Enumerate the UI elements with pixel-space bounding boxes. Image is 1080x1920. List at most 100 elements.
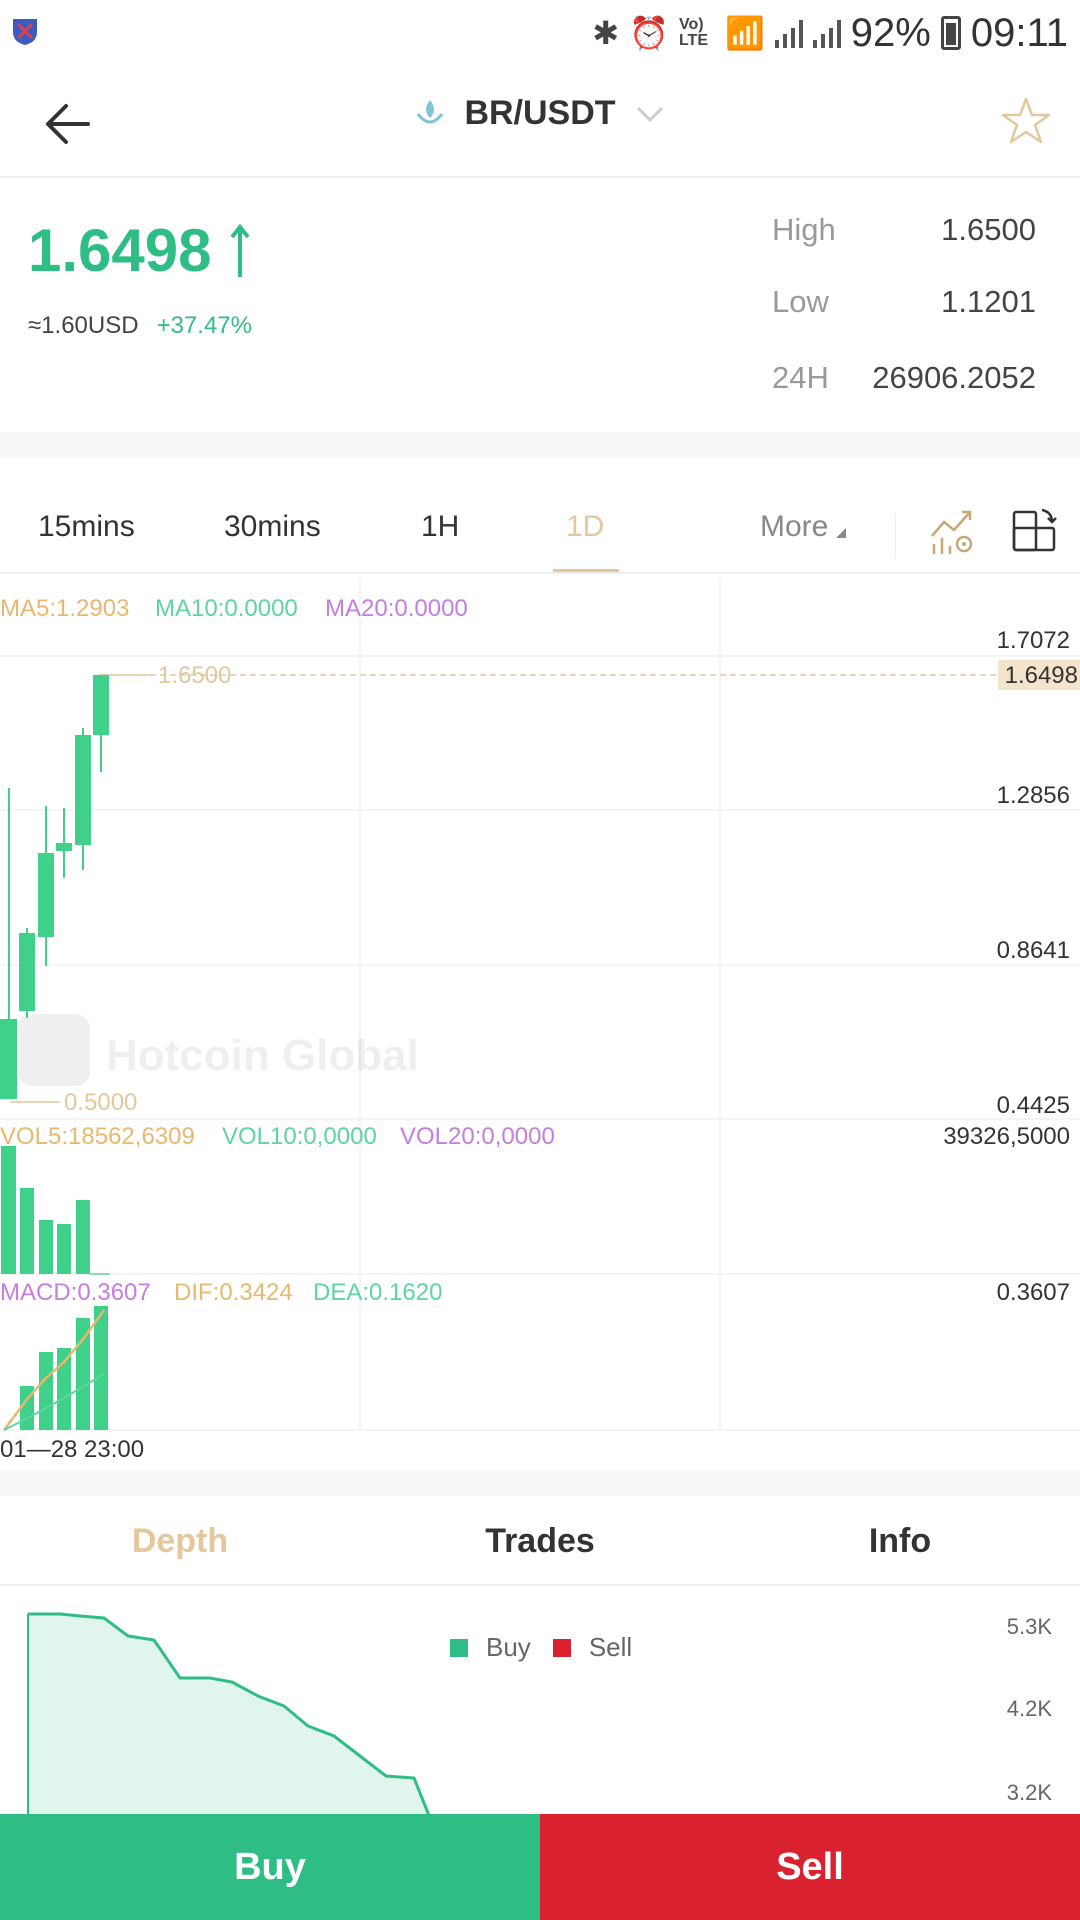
vol-bar	[57, 1224, 71, 1274]
stat-value: 1.1201	[941, 284, 1036, 319]
bluetooth-icon: ✱	[592, 15, 620, 51]
current-price-tag: 1.6498	[1005, 662, 1078, 689]
ma10-label: MA10:0.0000	[155, 595, 298, 622]
top-app-bar: BR/USDT	[0, 64, 1080, 178]
candles	[0, 675, 109, 1099]
wifi-icon: 📶	[724, 15, 765, 51]
price-sub: ≈1.60USD +37.47%	[28, 312, 252, 340]
last-price-value: 1.6498	[28, 217, 212, 284]
battery-icon	[940, 16, 961, 50]
vol-bar	[1, 1146, 16, 1274]
current-price-tag-bg	[998, 660, 1080, 690]
tab-separator	[895, 514, 896, 558]
macd-axis-label: 0.3607	[997, 1279, 1070, 1306]
sell-button[interactable]: Sell	[540, 1814, 1080, 1920]
legend-buy: Buy	[450, 1632, 531, 1663]
ma20-label: MA20:0.0000	[325, 595, 468, 622]
stat-value: 26906.2052	[872, 360, 1036, 395]
battery-percent: 92%	[850, 10, 931, 55]
section-divider	[0, 432, 1080, 458]
depth-chart: 5.3K 4.2K 3.2K Buy Sell	[0, 1588, 1080, 1818]
kline-svg: Hotcoin Global MA5:1.2903 MA10:0.0000 MA…	[0, 578, 1080, 1463]
volume-bars	[1, 1146, 90, 1274]
tab-trades[interactable]: Trades	[485, 1522, 595, 1560]
legend-sell-label: Sell	[588, 1632, 633, 1662]
dropdown-triangle-icon	[836, 528, 847, 538]
dif-label: DIF:0.3424	[174, 1279, 293, 1306]
depth-y-label: 4.2K	[1007, 1696, 1053, 1721]
usd-equivalent: ≈1.60USD	[28, 312, 139, 339]
detail-tabs: Depth Trades Info	[0, 1496, 1080, 1586]
status-icons: ✱ ⏰ Vo) LTE 📶 92% 09:11	[592, 8, 1068, 58]
watermark: Hotcoin Global	[18, 1014, 419, 1086]
pair-name: BR/USDT	[464, 94, 616, 132]
macd-bar	[57, 1348, 71, 1430]
tab-more[interactable]: More	[760, 510, 847, 544]
active-tab-indicator	[553, 569, 619, 572]
dea-label: DEA:0.1620	[313, 1279, 442, 1306]
tab-15mins[interactable]: 15mins	[38, 510, 135, 543]
legend-buy-swatch	[450, 1638, 468, 1657]
low-marker: 0.5000	[64, 1089, 137, 1116]
vol5-label: VOL5:18562,6309	[0, 1123, 195, 1150]
arrow-up-icon	[229, 223, 250, 277]
candle	[56, 843, 72, 851]
signal-icon	[774, 18, 803, 48]
tab-more-label: More	[760, 510, 829, 543]
pair-selector[interactable]: BR/USDT	[0, 94, 1080, 133]
ma5-label: MA5:1.2903	[0, 595, 129, 622]
price-axis-label: 1.7072	[997, 627, 1070, 654]
arrow-left-icon[interactable]	[40, 94, 100, 154]
tab-1h[interactable]: 1H	[421, 510, 460, 543]
last-price: 1.6498	[28, 216, 252, 285]
candle	[0, 1019, 17, 1099]
tab-30mins[interactable]: 30mins	[224, 510, 321, 543]
macd-bar	[76, 1318, 90, 1430]
clock: 09:11	[970, 10, 1068, 55]
depth-svg: 5.3K 4.2K 3.2K	[27, 1612, 1053, 1818]
macd-bar	[94, 1306, 108, 1430]
candle	[19, 933, 35, 1011]
macd-bar	[39, 1352, 53, 1430]
legend-sell-swatch	[552, 1638, 571, 1657]
price-summary: 1.6498 ≈1.60USD +37.47% High 1.6500 Low …	[0, 180, 1080, 432]
price-axis-label: 0.4425	[997, 1092, 1070, 1119]
candle	[75, 735, 91, 845]
tab-info[interactable]: Info	[868, 1522, 932, 1560]
price-stats: High 1.6500 Low 1.1201 24H 26906.2052	[772, 212, 1040, 432]
vol20-label: VOL20:0,0000	[400, 1123, 555, 1150]
buy-depth-line	[28, 1612, 432, 1818]
stat-high: High 1.6500	[772, 212, 1040, 284]
tab-depth[interactable]: Depth	[131, 1522, 229, 1560]
price-axis-label: 0.8641	[997, 937, 1070, 964]
stat-24h: 24H 26906.2052	[772, 360, 1040, 432]
depth-y-label: 5.3K	[1007, 1614, 1053, 1639]
price-axis-label: 1.2856	[997, 782, 1070, 809]
stat-label: Low	[772, 284, 829, 319]
depth-y-label: 3.2K	[1007, 1780, 1053, 1805]
rotate-screen-icon[interactable]	[1010, 506, 1058, 556]
stat-label: High	[772, 212, 836, 247]
alarm-icon: ⏰	[629, 15, 669, 51]
high-marker: 1.6500	[158, 662, 231, 689]
tab-1d[interactable]: 1D	[566, 510, 605, 543]
stat-low: Low 1.1201	[772, 284, 1040, 356]
legend-buy-label: Buy	[486, 1632, 531, 1662]
stat-value: 1.6500	[941, 212, 1036, 247]
coin-logo-icon	[417, 99, 444, 123]
watermark-text: Hotcoin Global	[106, 1031, 419, 1080]
candle	[93, 675, 109, 735]
vol-bar	[39, 1220, 53, 1274]
kline-chart[interactable]: Hotcoin Global MA5:1.2903 MA10:0.0000 MA…	[0, 578, 1080, 1468]
buy-button[interactable]: Buy	[0, 1814, 540, 1920]
chevron-down-icon	[636, 106, 663, 122]
status-bar: ✱ ⏰ Vo) LTE 📶 92% 09:11	[0, 0, 1080, 64]
chart-grid	[0, 578, 1080, 1431]
dif-line	[3, 1309, 106, 1431]
star-icon[interactable]	[998, 94, 1054, 150]
stat-label: 24H	[772, 360, 829, 395]
indicator-settings-icon[interactable]	[928, 506, 978, 556]
depth-legend: Buy Sell	[450, 1632, 632, 1663]
price-change: +37.47%	[156, 312, 252, 339]
legend-sell: Sell	[552, 1632, 633, 1663]
